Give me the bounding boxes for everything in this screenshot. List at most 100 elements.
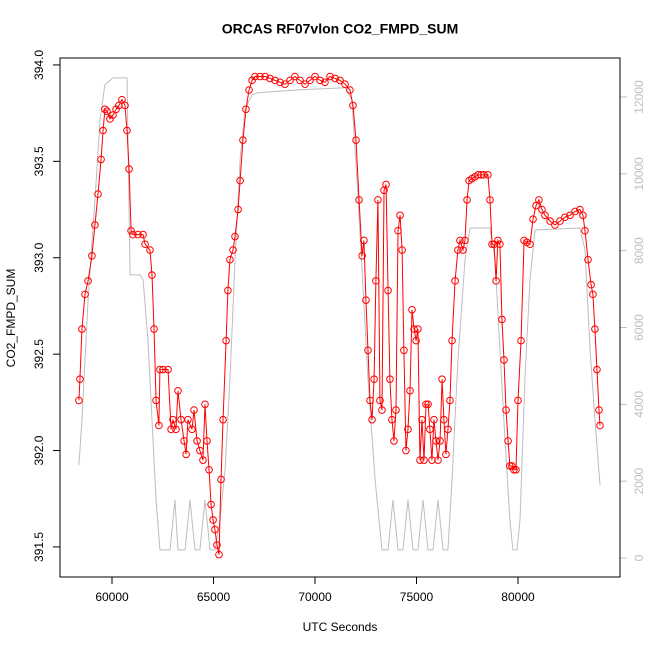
data-point	[368, 415, 376, 424]
data-point	[201, 400, 209, 409]
data-point	[514, 396, 522, 405]
data-point	[480, 171, 488, 179]
data-point	[436, 437, 444, 445]
y2-tick-label: 8000	[632, 237, 646, 264]
data-point	[492, 277, 500, 285]
data-point	[535, 196, 543, 204]
data-point	[316, 76, 324, 85]
data-point	[386, 375, 394, 383]
data-point	[484, 171, 492, 179]
data-point	[94, 190, 102, 198]
y-tick-label: 393.0	[32, 242, 46, 272]
data-point	[396, 211, 404, 220]
data-point	[349, 101, 357, 110]
y2-tick-label: 2000	[632, 467, 646, 494]
data-point	[561, 213, 569, 222]
data-point	[134, 230, 142, 239]
data-point	[430, 415, 438, 424]
data-point	[358, 252, 366, 260]
data-point	[84, 277, 92, 285]
data-point	[169, 415, 177, 424]
data-point	[203, 437, 211, 445]
data-point	[306, 76, 314, 85]
x-tick-label: 60000	[95, 590, 129, 604]
data-point	[245, 86, 253, 94]
data-point	[416, 456, 424, 464]
data-point	[459, 246, 467, 254]
data-point	[541, 211, 549, 220]
data-point	[510, 466, 518, 474]
data-point	[500, 356, 508, 364]
data-point	[362, 296, 370, 304]
data-point	[156, 365, 164, 374]
data-point	[584, 255, 592, 264]
data-point	[296, 76, 304, 85]
data-point	[281, 80, 289, 89]
data-point	[388, 415, 396, 424]
data-point	[209, 516, 217, 524]
data-point	[546, 217, 554, 225]
data-point	[321, 78, 329, 87]
data-point	[398, 246, 406, 254]
data-point	[498, 315, 506, 324]
data-point	[420, 456, 428, 464]
data-point	[406, 386, 414, 395]
y2-tick-label: 10000	[632, 157, 646, 191]
y-axis-label: CO2_FMPD_SUM	[4, 269, 18, 368]
data-point	[418, 415, 426, 424]
y-tick-label: 393.5	[32, 146, 46, 176]
series-line	[78, 77, 601, 551]
data-point	[101, 105, 109, 114]
data-point	[504, 437, 512, 445]
x-tick-label: 80000	[501, 590, 535, 604]
data-point	[121, 101, 129, 110]
data-point	[434, 456, 442, 464]
data-point	[566, 211, 574, 220]
data-point	[193, 437, 201, 445]
data-point	[408, 305, 416, 314]
plot-box	[59, 57, 621, 578]
data-point	[159, 365, 167, 374]
data-point	[404, 425, 412, 434]
data-point	[360, 236, 368, 245]
data-point	[581, 226, 589, 235]
data-point	[127, 226, 135, 235]
data-point	[115, 101, 123, 110]
data-point	[234, 205, 242, 214]
data-point	[556, 217, 564, 225]
data-point	[571, 207, 579, 216]
data-point	[331, 74, 339, 83]
data-point	[526, 240, 534, 249]
data-point	[184, 415, 192, 424]
data-point	[301, 80, 309, 89]
data-point	[587, 280, 595, 289]
data-point	[402, 446, 410, 455]
data-point	[551, 221, 559, 229]
data-point	[211, 525, 219, 534]
data-point	[591, 325, 599, 333]
data-point	[352, 136, 360, 144]
data-point	[446, 396, 454, 405]
data-point	[392, 406, 400, 414]
data-point	[141, 240, 149, 249]
data-point	[394, 226, 402, 235]
data-point	[326, 72, 334, 81]
data-point	[155, 421, 163, 430]
x-tick-label: 70000	[298, 590, 332, 604]
data-point	[456, 236, 464, 245]
data-point	[422, 400, 430, 409]
data-point	[217, 475, 225, 484]
data-point	[242, 105, 250, 114]
data-point	[164, 365, 172, 374]
data-point	[496, 240, 504, 249]
data-point	[400, 346, 408, 355]
data-point	[341, 80, 349, 89]
data-point	[517, 336, 525, 345]
data-point	[490, 240, 498, 249]
data-point	[366, 396, 374, 405]
data-point	[182, 450, 190, 459]
data-point	[103, 107, 111, 116]
data-point	[91, 221, 99, 229]
data-point	[593, 365, 601, 374]
